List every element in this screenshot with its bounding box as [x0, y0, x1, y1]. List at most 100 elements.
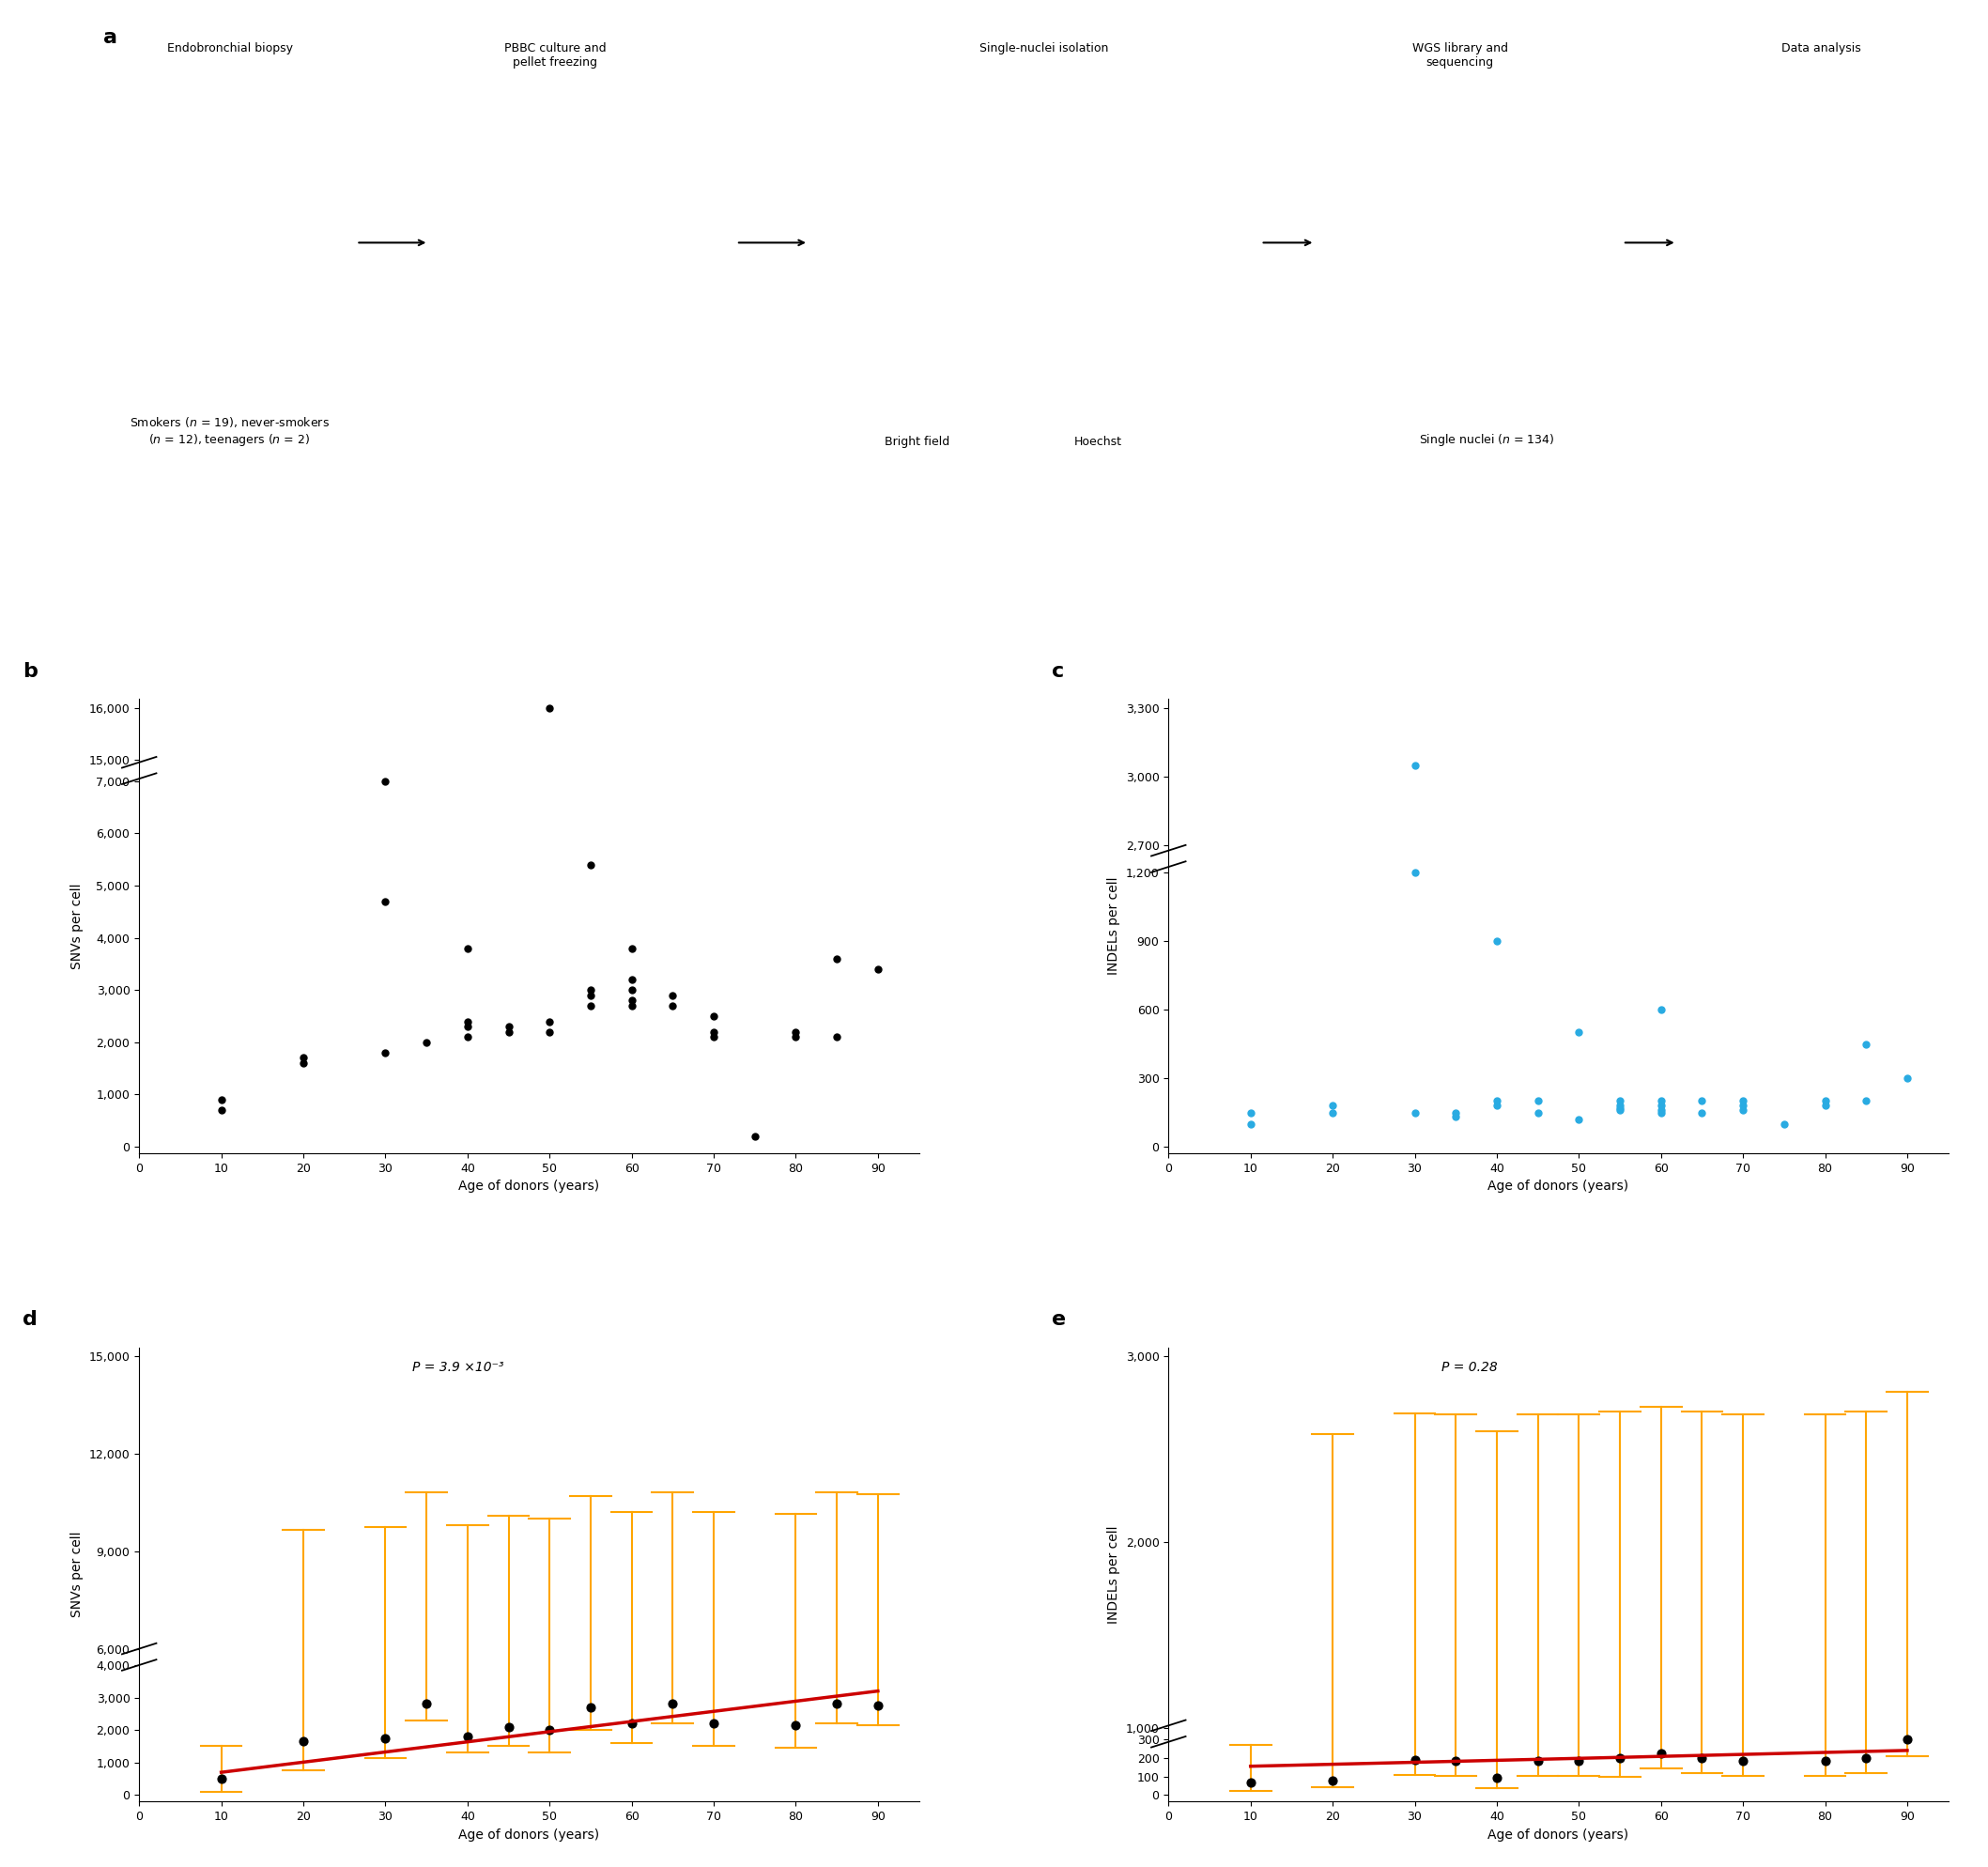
Point — [412, 1690, 443, 1720]
Point — [616, 991, 648, 1021]
Point — [1316, 1766, 1348, 1796]
Point — [412, 1027, 443, 1057]
Text: PBBC culture and
pellet freezing: PBBC culture and pellet freezing — [505, 43, 606, 69]
Point — [616, 986, 648, 1016]
Point — [1891, 1062, 1922, 1092]
X-axis label: Age of donors (years): Age of donors (years) — [1487, 1828, 1628, 1841]
Point — [1851, 1087, 1883, 1116]
Point — [1439, 1746, 1471, 1776]
Point — [616, 934, 648, 963]
Point — [656, 980, 688, 1010]
Point — [1644, 1096, 1676, 1126]
Text: Single-nuclei isolation: Single-nuclei isolation — [980, 43, 1107, 54]
Point — [1400, 1746, 1431, 1776]
Text: Single nuclei ($n$ = 134): Single nuclei ($n$ = 134) — [1419, 431, 1555, 448]
X-axis label: Age of donors (years): Age of donors (years) — [1487, 1180, 1628, 1193]
Text: Smokers ($n$ = 19), never-smokers
($n$ = 12), teenagers ($n$ = 2): Smokers ($n$ = 19), never-smokers ($n$ =… — [129, 416, 330, 448]
Point — [370, 1038, 402, 1068]
Point — [493, 1012, 525, 1042]
Point — [1644, 995, 1676, 1025]
Point — [1604, 1092, 1636, 1122]
Point — [1728, 1096, 1759, 1126]
Point — [1523, 1098, 1555, 1128]
Point — [1235, 1109, 1266, 1139]
Point — [533, 1018, 565, 1047]
Point — [1644, 1090, 1676, 1120]
Point — [863, 954, 895, 984]
Text: WGS library and
sequencing: WGS library and sequencing — [1411, 43, 1507, 69]
Text: Endobronchial biopsy: Endobronchial biopsy — [167, 43, 292, 54]
Point — [1604, 1096, 1636, 1126]
Point — [1728, 1090, 1759, 1120]
Point — [779, 1018, 811, 1047]
Point — [575, 849, 606, 879]
Point — [1809, 1090, 1841, 1120]
Point — [1891, 1725, 1922, 1755]
Point — [1481, 1762, 1513, 1792]
Point — [821, 943, 853, 973]
Point — [493, 1712, 525, 1742]
Point — [821, 1690, 853, 1720]
Text: c: c — [1052, 663, 1064, 681]
Point — [1400, 857, 1431, 887]
Point — [1686, 1087, 1718, 1116]
Point — [698, 1708, 730, 1738]
Point — [1851, 1029, 1883, 1059]
Y-axis label: INDELs per cell: INDELs per cell — [1107, 1525, 1121, 1624]
Point — [1644, 1087, 1676, 1116]
Point — [1563, 1746, 1594, 1776]
Point — [616, 965, 648, 995]
Point — [1400, 1098, 1431, 1128]
Point — [1439, 1098, 1471, 1128]
Text: a: a — [103, 28, 117, 47]
Point — [533, 1716, 565, 1746]
Point — [205, 1085, 237, 1115]
Point — [1235, 1766, 1266, 1796]
Point — [1767, 1109, 1799, 1139]
Point — [863, 1692, 895, 1721]
Point — [533, 1006, 565, 1036]
Point — [656, 1690, 688, 1720]
Point — [1523, 1746, 1555, 1776]
Point — [370, 887, 402, 917]
Point — [288, 1047, 320, 1077]
Point — [1604, 1744, 1636, 1774]
Point — [1644, 1098, 1676, 1128]
Point — [698, 1001, 730, 1031]
Point — [451, 1012, 483, 1042]
Point — [1851, 1744, 1883, 1774]
Point — [1728, 1087, 1759, 1116]
Point — [1481, 1087, 1513, 1116]
Point — [575, 980, 606, 1010]
Point — [493, 1018, 525, 1047]
Text: Data analysis: Data analysis — [1781, 43, 1861, 54]
Point — [698, 1018, 730, 1047]
Text: Hoechst: Hoechst — [1074, 435, 1121, 448]
Text: P = 3.9 ×10⁻³: P = 3.9 ×10⁻³ — [412, 1361, 503, 1374]
Y-axis label: INDELs per cell: INDELs per cell — [1107, 877, 1121, 975]
Point — [451, 1006, 483, 1036]
Point — [1809, 1087, 1841, 1116]
Text: d: d — [22, 1311, 38, 1329]
Point — [656, 991, 688, 1021]
Point — [575, 975, 606, 1004]
Text: P = 0.28: P = 0.28 — [1441, 1361, 1497, 1374]
Point — [1809, 1746, 1841, 1776]
Point — [205, 1096, 237, 1126]
Point — [370, 1723, 402, 1753]
Point — [1481, 1090, 1513, 1120]
Point — [1400, 751, 1431, 780]
Point — [451, 1721, 483, 1751]
Point — [821, 1021, 853, 1051]
Point — [616, 1708, 648, 1738]
X-axis label: Age of donors (years): Age of donors (years) — [459, 1180, 600, 1193]
Point — [288, 1727, 320, 1757]
Point — [1686, 1098, 1718, 1128]
Point — [451, 1021, 483, 1051]
Point — [451, 934, 483, 963]
Point — [1604, 1087, 1636, 1116]
Point — [698, 1021, 730, 1051]
Point — [575, 991, 606, 1021]
Point — [1563, 1018, 1594, 1047]
Point — [779, 1710, 811, 1740]
